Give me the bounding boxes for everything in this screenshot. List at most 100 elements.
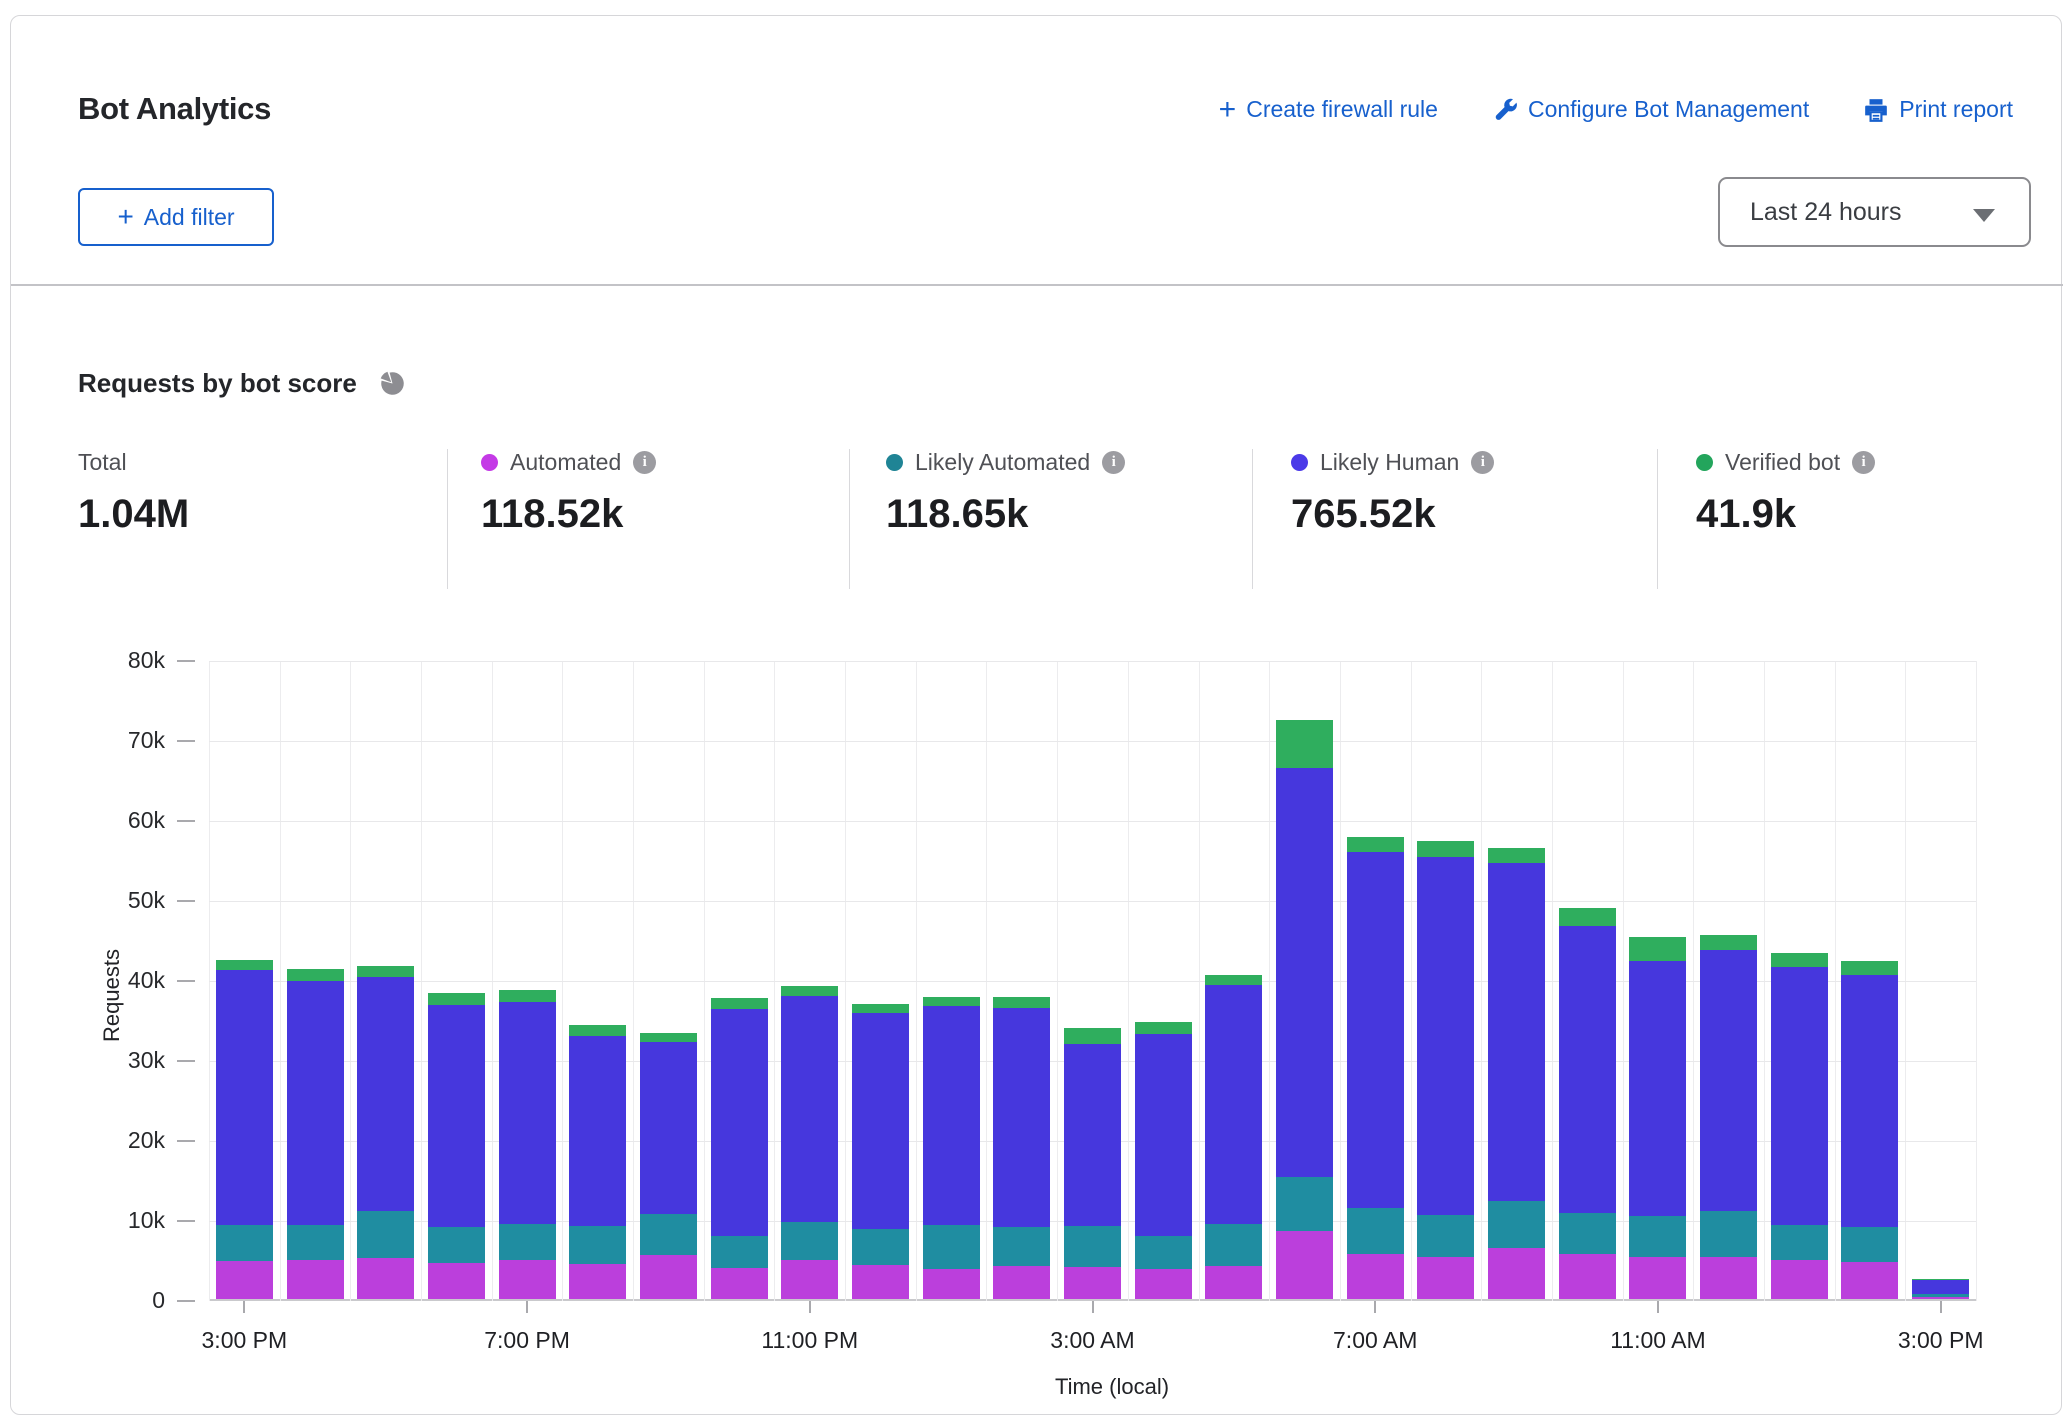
info-icon[interactable]: i (633, 450, 657, 474)
bar-segment-likely-automated[interactable] (639, 1214, 697, 1255)
bar-segment-likely-human[interactable] (357, 977, 415, 1211)
bar-segment-likely-automated[interactable] (1064, 1226, 1121, 1267)
bar-segment-verified-bot[interactable] (1064, 1027, 1121, 1044)
bar-segment-likely-automated[interactable] (498, 1223, 556, 1260)
bar-segment-likely-automated[interactable] (1700, 1211, 1758, 1258)
bar-segment-verified-bot[interactable] (1629, 937, 1687, 961)
bar-segment-likely-automated[interactable] (851, 1228, 909, 1265)
bar-segment-likely-human[interactable] (639, 1042, 697, 1215)
bar-segment-automated[interactable] (1417, 1256, 1475, 1299)
bar-segment-likely-human[interactable] (1134, 1034, 1192, 1236)
bar-segment-verified-bot[interactable] (427, 992, 485, 1006)
bar-segment-verified-bot[interactable] (639, 1032, 697, 1043)
bar-segment-automated[interactable] (1770, 1259, 1828, 1299)
bar-segment-likely-automated[interactable] (781, 1222, 839, 1260)
bar-segment-automated[interactable] (781, 1259, 839, 1299)
bar-segment-automated[interactable] (1841, 1262, 1899, 1299)
bar-segment-verified-bot[interactable] (1417, 841, 1475, 857)
bar-segment-automated[interactable] (851, 1264, 909, 1299)
bar-segment-likely-automated[interactable] (1417, 1215, 1475, 1257)
bar-segment-likely-human[interactable] (922, 1006, 980, 1226)
bar-segment-automated[interactable] (1064, 1267, 1121, 1299)
bar-segment-verified-bot[interactable] (1205, 975, 1263, 986)
bar-segment-likely-human[interactable] (427, 1005, 485, 1227)
bar-segment-likely-human[interactable] (1276, 767, 1334, 1177)
bar-segment-likely-human[interactable] (1346, 851, 1404, 1208)
bar-segment-verified-bot[interactable] (1770, 953, 1828, 967)
bar-segment-automated[interactable] (215, 1261, 273, 1299)
bar-segment-verified-bot[interactable] (286, 969, 344, 981)
bar-segment-automated[interactable] (357, 1258, 415, 1299)
bar-segment-likely-automated[interactable] (1488, 1201, 1546, 1248)
bar-segment-verified-bot[interactable] (851, 1003, 909, 1014)
bar-segment-automated[interactable] (1346, 1254, 1404, 1299)
bar-segment-automated[interactable] (1276, 1231, 1334, 1299)
configure-bot-management-link[interactable]: Configure Bot Management (1492, 96, 1809, 123)
bar-segment-likely-automated[interactable] (1276, 1176, 1334, 1231)
bar-segment-verified-bot[interactable] (1134, 1022, 1192, 1035)
bar-segment-verified-bot[interactable] (1488, 847, 1546, 863)
bar-segment-likely-human[interactable] (1205, 985, 1263, 1224)
bar-segment-verified-bot[interactable] (1700, 935, 1758, 951)
bar-segment-automated[interactable] (1558, 1254, 1616, 1299)
bar-segment-automated[interactable] (710, 1267, 768, 1299)
bar-segment-likely-automated[interactable] (922, 1225, 980, 1269)
bar-segment-automated[interactable] (1629, 1256, 1687, 1299)
bar-segment-likely-automated[interactable] (1346, 1207, 1404, 1255)
bar-segment-verified-bot[interactable] (1912, 1279, 1970, 1280)
bar-segment-likely-automated[interactable] (1770, 1225, 1828, 1260)
bar-segment-likely-human[interactable] (993, 1007, 1051, 1227)
bar-segment-likely-human[interactable] (1841, 975, 1899, 1227)
add-filter-button[interactable]: + Add filter (78, 188, 274, 246)
time-range-dropdown[interactable]: Last 24 hours (1718, 177, 2031, 247)
bar-segment-verified-bot[interactable] (357, 966, 415, 978)
bar-segment-likely-automated[interactable] (710, 1235, 768, 1268)
bar-segment-likely-human[interactable] (1064, 1043, 1121, 1227)
bar-segment-automated[interactable] (1134, 1268, 1192, 1299)
bar-segment-likely-automated[interactable] (1558, 1213, 1616, 1255)
bar-segment-verified-bot[interactable] (993, 996, 1051, 1008)
bar-segment-likely-human[interactable] (498, 1002, 556, 1224)
info-icon[interactable]: i (1471, 450, 1495, 474)
bar-segment-verified-bot[interactable] (922, 996, 980, 1007)
bar-segment-likely-human[interactable] (1558, 926, 1616, 1214)
bar-segment-likely-human[interactable] (1629, 960, 1687, 1216)
info-icon[interactable]: i (1852, 450, 1876, 474)
bar-segment-verified-bot[interactable] (569, 1025, 627, 1036)
bar-segment-verified-bot[interactable] (710, 998, 768, 1009)
bar-segment-automated[interactable] (569, 1263, 627, 1299)
bar-segment-automated[interactable] (427, 1263, 485, 1299)
bar-segment-likely-automated[interactable] (1629, 1215, 1687, 1257)
bar-segment-verified-bot[interactable] (1841, 961, 1899, 975)
bar-segment-likely-human[interactable] (215, 970, 273, 1226)
bar-segment-likely-automated[interactable] (1205, 1223, 1263, 1267)
bar-segment-likely-automated[interactable] (286, 1224, 344, 1260)
bar-segment-verified-bot[interactable] (215, 959, 273, 971)
bar-segment-verified-bot[interactable] (498, 990, 556, 1003)
print-report-link[interactable]: Print report (1863, 96, 2013, 123)
bar-segment-likely-automated[interactable] (1912, 1294, 1970, 1297)
bar-segment-likely-human[interactable] (851, 1013, 909, 1229)
bar-segment-likely-human[interactable] (1700, 950, 1758, 1211)
bar-segment-likely-automated[interactable] (569, 1226, 627, 1264)
bar-segment-automated[interactable] (922, 1268, 980, 1299)
bar-segment-likely-human[interactable] (1417, 856, 1475, 1215)
bar-segment-likely-human[interactable] (1488, 863, 1546, 1202)
bar-segment-likely-automated[interactable] (215, 1225, 273, 1262)
bar-segment-likely-human[interactable] (286, 980, 344, 1225)
bar-segment-automated[interactable] (1912, 1296, 1970, 1299)
bar-segment-automated[interactable] (639, 1255, 697, 1299)
bar-segment-likely-automated[interactable] (357, 1211, 415, 1259)
bar-segment-automated[interactable] (286, 1259, 344, 1299)
bar-segment-verified-bot[interactable] (1558, 907, 1616, 927)
bar-segment-verified-bot[interactable] (1346, 836, 1404, 852)
bar-segment-likely-human[interactable] (781, 995, 839, 1223)
bar-segment-likely-automated[interactable] (1134, 1235, 1192, 1269)
bar-segment-likely-human[interactable] (710, 1008, 768, 1236)
bar-segment-automated[interactable] (1700, 1257, 1758, 1299)
bar-segment-automated[interactable] (1488, 1247, 1546, 1299)
create-firewall-rule-link[interactable]: + Create firewall rule (1219, 94, 1438, 124)
bar-segment-verified-bot[interactable] (1276, 719, 1334, 768)
bar-segment-automated[interactable] (1205, 1266, 1263, 1299)
bar-segment-verified-bot[interactable] (781, 986, 839, 996)
